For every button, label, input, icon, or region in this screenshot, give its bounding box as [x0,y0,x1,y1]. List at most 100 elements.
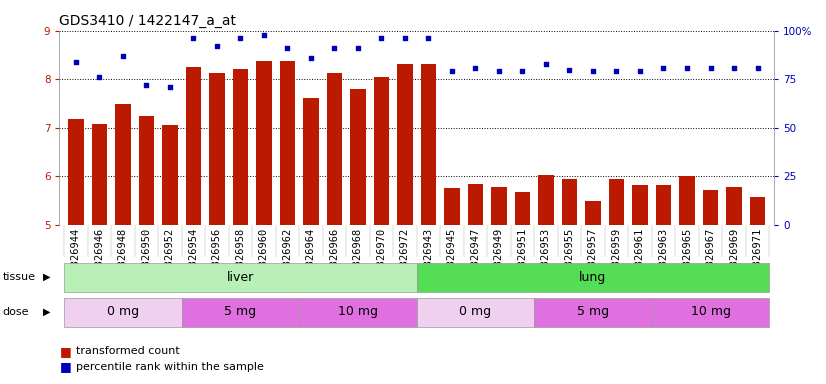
Text: GSM326970: GSM326970 [377,227,387,283]
Point [704,65,717,71]
Bar [303,98,319,225]
Bar [726,187,742,225]
Bar [116,104,131,225]
Text: transformed count: transformed count [76,346,180,356]
Text: GSM326943: GSM326943 [424,227,434,283]
Text: GSM326951: GSM326951 [517,227,528,283]
Text: ▶: ▶ [43,272,50,282]
Text: GSM326949: GSM326949 [494,227,504,283]
Text: GSM326947: GSM326947 [471,227,481,283]
Point [657,65,670,71]
Text: GSM326961: GSM326961 [635,227,645,283]
Bar [69,119,83,225]
Text: GSM326954: GSM326954 [188,227,198,283]
Text: GSM326962: GSM326962 [282,227,292,283]
Bar [256,61,272,225]
Text: GSM326952: GSM326952 [165,227,175,283]
Text: GSM326960: GSM326960 [259,227,269,283]
Text: GSM326966: GSM326966 [330,227,339,283]
Text: 5 mg: 5 mg [225,306,257,318]
Bar [186,67,201,225]
Text: GDS3410 / 1422147_a_at: GDS3410 / 1422147_a_at [59,14,236,28]
Bar [92,124,107,225]
Bar [417,263,769,292]
Text: GSM326972: GSM326972 [400,227,410,283]
Point [445,68,458,74]
Point [681,65,694,71]
Bar [64,298,182,327]
Point [211,43,224,49]
Bar [417,298,534,327]
Point [728,65,741,71]
Bar [444,188,459,225]
Point [469,65,482,71]
Text: 5 mg: 5 mg [577,306,609,318]
Point [304,55,317,61]
Bar [679,176,695,225]
Text: GSM326967: GSM326967 [705,227,715,283]
Point [140,82,153,88]
Text: GSM326959: GSM326959 [611,227,621,283]
Point [492,68,506,74]
Point [116,53,130,59]
Bar [420,64,436,225]
Bar [586,201,601,225]
Bar [209,73,225,225]
Bar [633,185,648,225]
Text: GSM326963: GSM326963 [658,227,668,283]
Bar [280,61,295,225]
Point [164,84,177,90]
Text: ■: ■ [59,345,71,358]
Point [69,59,83,65]
Text: GSM326958: GSM326958 [235,227,245,283]
Text: liver: liver [227,271,254,284]
Text: percentile rank within the sample: percentile rank within the sample [76,362,263,372]
Point [422,35,435,41]
Text: GSM326948: GSM326948 [118,227,128,283]
Bar [491,187,506,225]
Bar [750,197,765,225]
Point [281,45,294,51]
Text: GSM326953: GSM326953 [541,227,551,283]
Point [258,31,271,38]
Bar [139,116,154,225]
Bar [182,298,299,327]
Text: GSM326969: GSM326969 [729,227,739,283]
Bar [562,179,577,225]
Bar [468,184,483,225]
Point [187,35,200,41]
Text: dose: dose [2,307,29,317]
Point [610,68,623,74]
Point [234,35,247,41]
Point [516,68,529,74]
Point [351,45,364,51]
Text: GSM326945: GSM326945 [447,227,457,283]
Point [328,45,341,51]
Text: ■: ■ [59,360,71,373]
Point [563,66,576,73]
Text: GSM326955: GSM326955 [564,227,575,283]
Point [751,65,764,71]
Bar [534,298,652,327]
Bar [397,64,413,225]
Bar [539,175,553,225]
Text: 10 mg: 10 mg [338,306,378,318]
Point [539,61,553,67]
Bar [703,190,718,225]
Bar [652,298,769,327]
Bar [515,192,530,225]
Point [634,68,647,74]
Bar [64,263,417,292]
Point [93,74,106,80]
Text: GSM326971: GSM326971 [752,227,762,283]
Text: GSM326964: GSM326964 [306,227,316,283]
Text: GSM326950: GSM326950 [141,227,151,283]
Text: tissue: tissue [2,272,36,282]
Point [586,68,600,74]
Text: 0 mg: 0 mg [107,306,139,318]
Point [398,35,411,41]
Bar [299,298,417,327]
Text: ▶: ▶ [43,307,50,317]
Text: GSM326956: GSM326956 [212,227,222,283]
Text: GSM326965: GSM326965 [682,227,692,283]
